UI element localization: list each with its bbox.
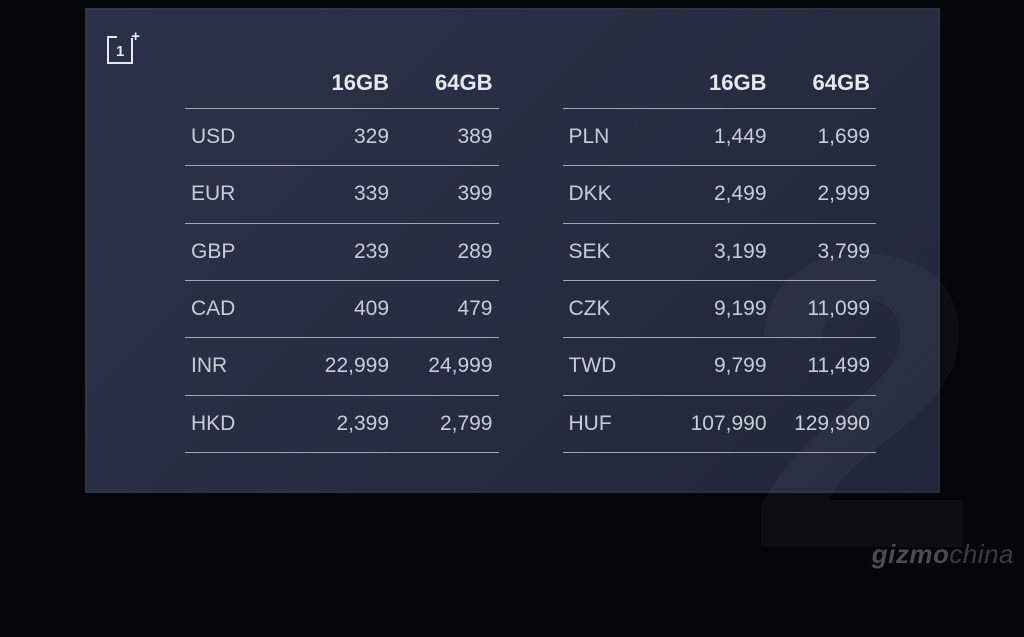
cell-16gb: 3,199 xyxy=(669,223,772,280)
table-row: HUF 107,990 129,990 xyxy=(563,395,877,452)
cell-currency: INR xyxy=(185,338,292,395)
cell-16gb: 239 xyxy=(292,223,395,280)
cell-64gb: 129,990 xyxy=(773,395,876,452)
credit-suffix: china xyxy=(949,539,1014,569)
source-watermark: gizmochina xyxy=(872,539,1014,570)
pricing-table-right: 16GB 64GB PLN 1,449 1,699 DKK 2,499 2,99… xyxy=(563,70,877,453)
cell-currency: USD xyxy=(185,109,292,166)
cell-64gb: 479 xyxy=(395,280,498,337)
cell-currency: EUR xyxy=(185,166,292,223)
header-64gb: 64GB xyxy=(395,70,498,109)
cell-64gb: 2,999 xyxy=(773,166,876,223)
cell-16gb: 409 xyxy=(292,280,395,337)
table-row: GBP 239 289 xyxy=(185,223,499,280)
table-header-row: 16GB 64GB xyxy=(563,70,877,109)
cell-currency: TWD xyxy=(563,338,670,395)
cell-16gb: 9,199 xyxy=(669,280,772,337)
cell-64gb: 11,099 xyxy=(773,280,876,337)
header-64gb: 64GB xyxy=(773,70,876,109)
table-row: SEK 3,199 3,799 xyxy=(563,223,877,280)
cell-16gb: 1,449 xyxy=(669,109,772,166)
pricing-tables: 16GB 64GB USD 329 389 EUR 339 399 GBP 23… xyxy=(185,70,876,453)
table-row: CZK 9,199 11,099 xyxy=(563,280,877,337)
header-currency xyxy=(563,70,670,109)
cell-64gb: 2,799 xyxy=(395,395,498,452)
cell-16gb: 339 xyxy=(292,166,395,223)
table-row: CAD 409 479 xyxy=(185,280,499,337)
cell-currency: CAD xyxy=(185,280,292,337)
presentation-slide: 2 1 + 16GB 64GB USD 329 389 xyxy=(85,8,940,493)
cell-64gb: 399 xyxy=(395,166,498,223)
header-16gb: 16GB xyxy=(292,70,395,109)
cell-16gb: 329 xyxy=(292,109,395,166)
cell-64gb: 289 xyxy=(395,223,498,280)
table-row: INR 22,999 24,999 xyxy=(185,338,499,395)
cell-currency: HKD xyxy=(185,395,292,452)
cell-16gb: 2,499 xyxy=(669,166,772,223)
cell-64gb: 3,799 xyxy=(773,223,876,280)
credit-brand: gizmo xyxy=(872,539,950,569)
cell-currency: PLN xyxy=(563,109,670,166)
table-row: USD 329 389 xyxy=(185,109,499,166)
cell-64gb: 1,699 xyxy=(773,109,876,166)
table-row: EUR 339 399 xyxy=(185,166,499,223)
cell-currency: DKK xyxy=(563,166,670,223)
table-row: DKK 2,499 2,999 xyxy=(563,166,877,223)
cell-64gb: 389 xyxy=(395,109,498,166)
cell-16gb: 22,999 xyxy=(292,338,395,395)
header-currency xyxy=(185,70,292,109)
cell-currency: GBP xyxy=(185,223,292,280)
header-16gb: 16GB xyxy=(669,70,772,109)
cell-64gb: 24,999 xyxy=(395,338,498,395)
cell-16gb: 107,990 xyxy=(669,395,772,452)
cell-64gb: 11,499 xyxy=(773,338,876,395)
table-header-row: 16GB 64GB xyxy=(185,70,499,109)
cell-16gb: 2,399 xyxy=(292,395,395,452)
oneplus-logo-icon: 1 + xyxy=(107,30,141,64)
cell-currency: CZK xyxy=(563,280,670,337)
cell-currency: HUF xyxy=(563,395,670,452)
table-row: PLN 1,449 1,699 xyxy=(563,109,877,166)
cell-16gb: 9,799 xyxy=(669,338,772,395)
pricing-table-left: 16GB 64GB USD 329 389 EUR 339 399 GBP 23… xyxy=(185,70,499,453)
cell-currency: SEK xyxy=(563,223,670,280)
table-row: TWD 9,799 11,499 xyxy=(563,338,877,395)
table-row: HKD 2,399 2,799 xyxy=(185,395,499,452)
